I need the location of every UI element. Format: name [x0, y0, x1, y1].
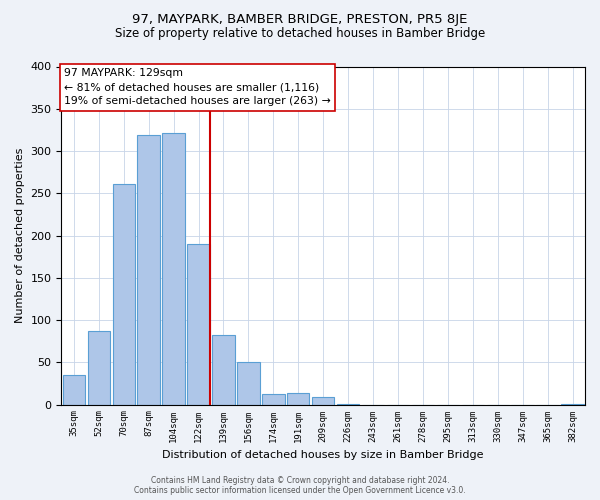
Bar	[262, 394, 284, 404]
Bar	[113, 184, 135, 404]
Text: Contains HM Land Registry data © Crown copyright and database right 2024.
Contai: Contains HM Land Registry data © Crown c…	[134, 476, 466, 495]
Text: Size of property relative to detached houses in Bamber Bridge: Size of property relative to detached ho…	[115, 28, 485, 40]
Bar	[187, 244, 210, 404]
Bar	[62, 375, 85, 404]
Bar	[237, 362, 260, 405]
Bar	[212, 336, 235, 404]
Text: 97 MAYPARK: 129sqm
← 81% of detached houses are smaller (1,116)
19% of semi-deta: 97 MAYPARK: 129sqm ← 81% of detached hou…	[64, 68, 331, 106]
Bar	[163, 134, 185, 404]
Bar	[287, 392, 310, 404]
Y-axis label: Number of detached properties: Number of detached properties	[15, 148, 25, 323]
Bar	[312, 397, 334, 404]
Text: 97, MAYPARK, BAMBER BRIDGE, PRESTON, PR5 8JE: 97, MAYPARK, BAMBER BRIDGE, PRESTON, PR5…	[133, 12, 467, 26]
Bar	[137, 135, 160, 404]
Bar	[88, 331, 110, 404]
X-axis label: Distribution of detached houses by size in Bamber Bridge: Distribution of detached houses by size …	[163, 450, 484, 460]
